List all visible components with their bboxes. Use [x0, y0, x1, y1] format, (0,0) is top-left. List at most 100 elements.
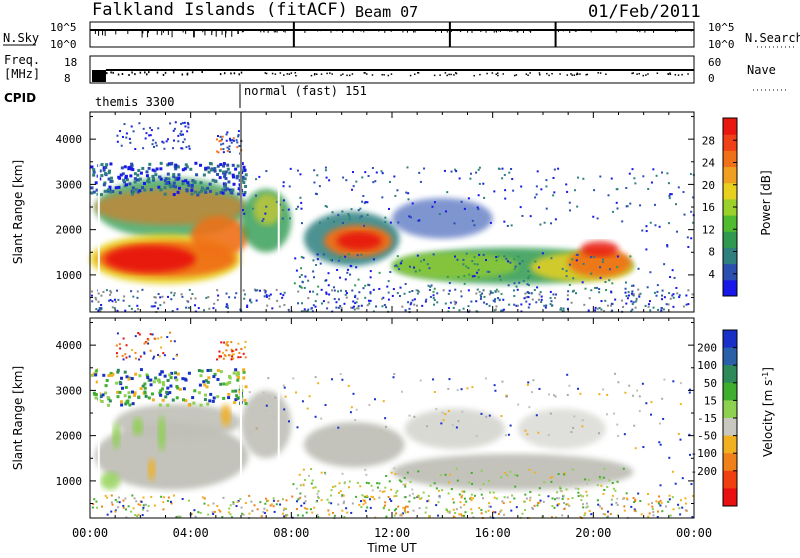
power-pixel	[482, 253, 485, 256]
power-pixel	[521, 214, 524, 217]
velocity-noise-pixel	[244, 502, 247, 505]
velocity-pixel	[239, 356, 242, 359]
power-pixel	[369, 276, 372, 279]
velocity-noise-pixel	[144, 503, 147, 506]
power-echo	[95, 188, 247, 226]
velocity-pixel	[411, 492, 414, 495]
velocity-noise-pixel	[106, 496, 109, 499]
velocity-pixel	[585, 490, 588, 493]
velocity-noise-pixel	[553, 506, 556, 509]
velocity-pixel	[526, 433, 529, 436]
velocity-pixel	[134, 357, 137, 360]
velocity-pixel	[448, 481, 451, 484]
velocity-pixel	[151, 398, 155, 402]
nave-point	[363, 72, 365, 74]
nave-point	[473, 74, 475, 77]
velocity-noise-pixel	[317, 495, 320, 498]
velocity-pixel	[115, 381, 119, 385]
power-pixel	[92, 170, 96, 174]
power-pixel	[103, 181, 107, 185]
power-pixel	[599, 276, 602, 279]
velocity-noise-pixel	[455, 508, 458, 511]
power-pixel	[408, 265, 411, 268]
power-pixel	[438, 213, 441, 216]
power-pixel	[330, 259, 333, 262]
velocity-noise-pixel	[523, 500, 526, 503]
power-pixel	[374, 180, 377, 183]
power-noise-pixel	[480, 295, 483, 298]
power-pixel	[458, 177, 461, 180]
velocity-noise-pixel	[236, 500, 239, 503]
velocity-pixel	[238, 351, 241, 354]
power-pixel	[226, 150, 229, 153]
power-pixel	[654, 224, 657, 227]
velocity-pixel	[182, 387, 186, 391]
power-pixel	[212, 168, 216, 172]
velocity-noise-pixel	[256, 508, 259, 511]
velocity-pixel	[581, 419, 584, 422]
power-pixel	[238, 145, 241, 148]
velocity-pixel	[471, 386, 474, 389]
power-pixel	[316, 258, 319, 261]
power-noise-pixel	[429, 295, 432, 298]
x-axis-label: Time UT	[366, 541, 417, 554]
power-pixel	[381, 172, 384, 175]
power-pixel	[607, 194, 610, 197]
velocity-pixel	[203, 383, 207, 387]
power-noise-pixel	[625, 295, 628, 298]
power-pixel	[303, 286, 306, 289]
velocity-noise-pixel	[451, 498, 454, 501]
power-pixel	[527, 270, 530, 273]
velocity-pixel	[429, 484, 432, 487]
power-pixel	[316, 253, 319, 256]
velocity-noise-pixel	[239, 497, 242, 500]
velocity-pixel	[161, 398, 165, 402]
velocity-pixel	[92, 372, 96, 376]
velocity-pixel	[320, 417, 323, 420]
power-noise-pixel	[185, 306, 188, 309]
power-noise-pixel	[467, 305, 470, 308]
power-noise-pixel	[343, 302, 346, 305]
power-pixel	[471, 260, 474, 263]
power-noise-pixel	[530, 292, 533, 295]
power-pixel	[172, 193, 176, 197]
velocity-pixel	[616, 423, 619, 426]
velocity-noise-pixel	[331, 511, 334, 514]
velocity-pixel	[149, 333, 152, 336]
velocity-noise-pixel	[458, 513, 461, 516]
power-pixel	[237, 192, 241, 196]
power-noise-pixel	[649, 309, 652, 312]
velocity-pixel	[249, 430, 252, 433]
power-pixel	[165, 140, 168, 143]
power-noise-pixel	[153, 305, 156, 308]
power-noise-pixel	[207, 296, 210, 299]
power-noise-pixel	[312, 304, 315, 307]
velocity-pixel	[231, 389, 235, 393]
velocity-pixel	[166, 403, 170, 407]
power-noise-pixel	[387, 298, 390, 301]
velocity-pixel	[166, 386, 170, 390]
velocity-pixel	[312, 486, 315, 489]
power-pixel	[503, 173, 506, 176]
power-noise-pixel	[398, 295, 401, 298]
power-pixel	[154, 141, 157, 144]
velocity-pixel	[147, 378, 151, 382]
velocity-pixel	[470, 493, 473, 496]
nsky-tick-bottom: 10^0	[50, 38, 77, 51]
power-pixel	[170, 161, 174, 165]
velocity-pixel	[106, 395, 110, 399]
nave-point	[310, 74, 313, 77]
power-pixel	[593, 189, 596, 192]
power-pixel	[129, 174, 133, 178]
velocity-pixel	[393, 467, 396, 470]
power-noise-pixel	[351, 306, 354, 309]
velocity-pixel	[602, 492, 605, 495]
power-pixel	[151, 177, 155, 181]
power-pixel	[483, 196, 486, 199]
power-pixel	[120, 166, 124, 170]
velocity-pixel	[199, 374, 203, 378]
power-pixel	[224, 188, 228, 192]
power-noise-pixel	[632, 294, 635, 297]
velocity-noise-pixel	[639, 499, 642, 502]
